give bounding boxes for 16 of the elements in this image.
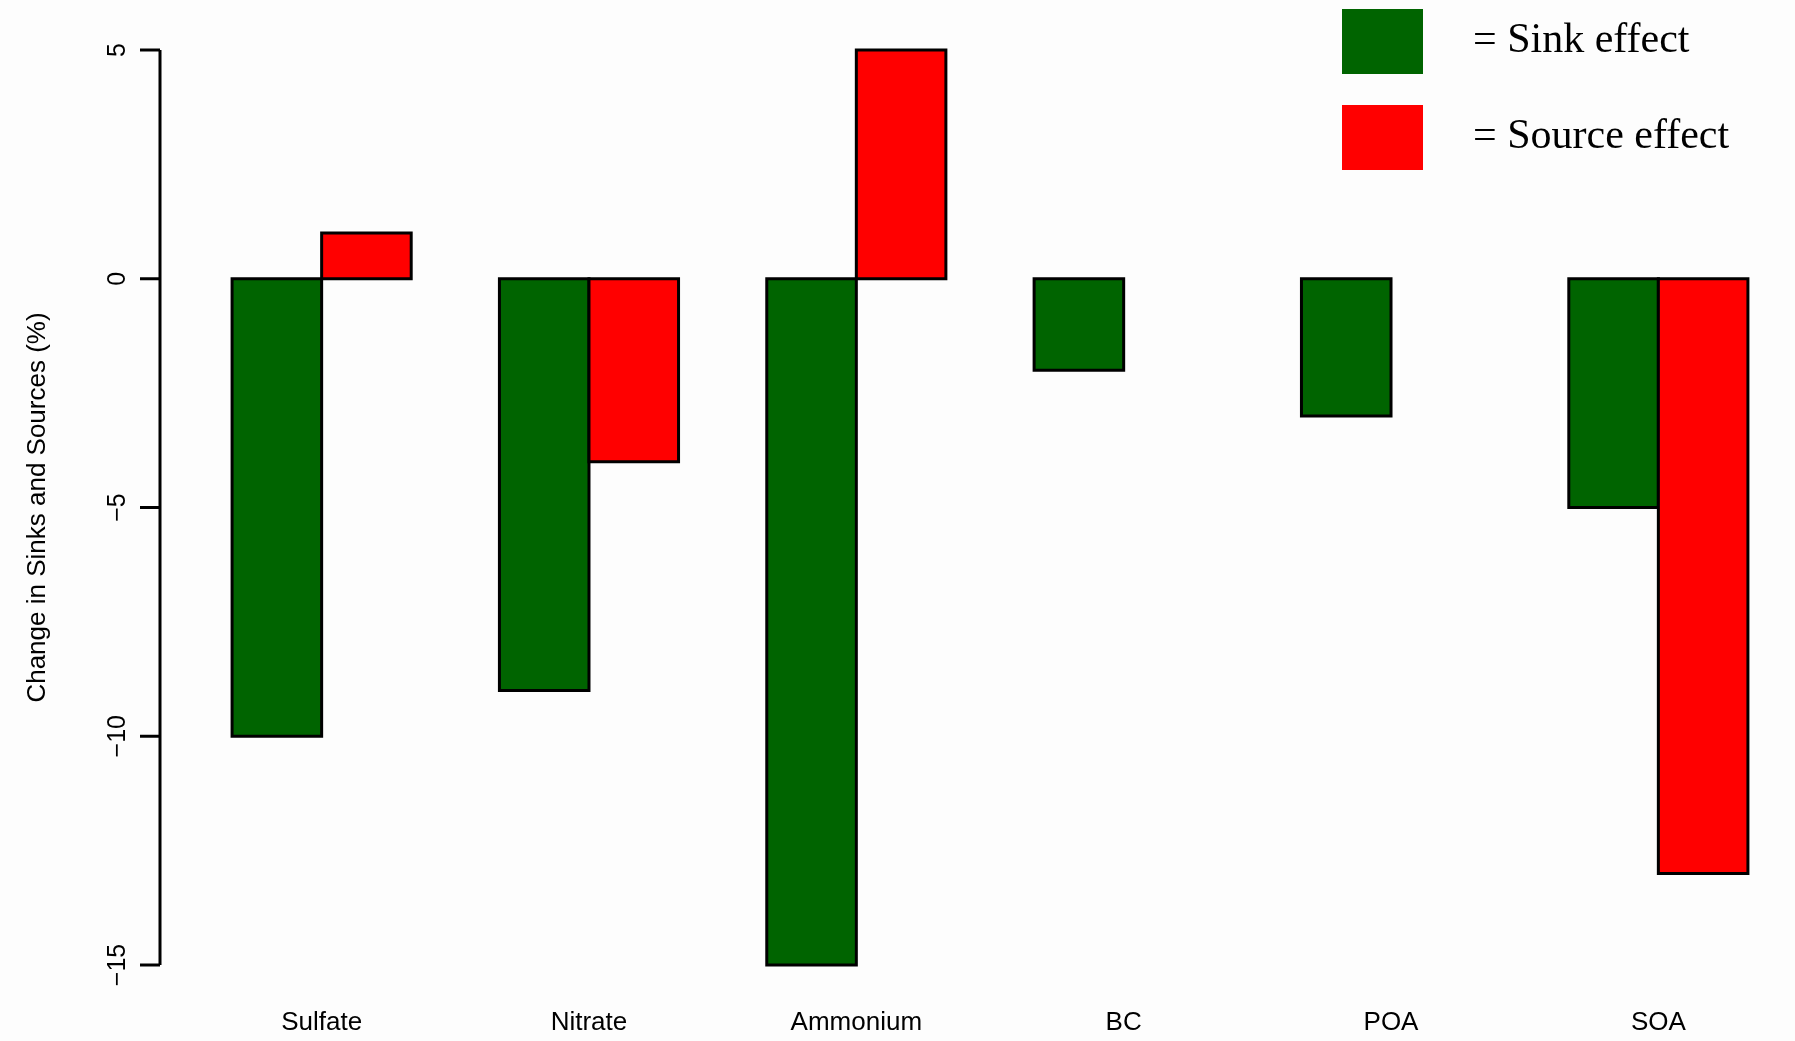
x-tick-label: Nitrate <box>550 1006 628 1036</box>
x-tick-label: Sulfate <box>281 1006 363 1036</box>
legend-label: = Source effect <box>1473 110 1730 157</box>
bar <box>1032 277 1126 372</box>
x-tick-label: SOA <box>1630 1006 1687 1036</box>
y-tick-label: −10 <box>101 715 130 758</box>
x-tick-label: Ammonium <box>790 1006 923 1036</box>
y-tick-label: 5 <box>101 43 130 57</box>
y-tick-label: −15 <box>101 943 130 987</box>
x-tick-label: POA <box>1363 1006 1420 1036</box>
legend-label: = Sink effect <box>1473 14 1690 61</box>
x-tick-label: BC <box>1105 1006 1142 1036</box>
bar <box>1299 277 1393 418</box>
y-tick-label: −5 <box>101 493 130 522</box>
y-tick-label: 0 <box>101 271 130 286</box>
y-axis-title: Change in Sinks and Sources (%) <box>20 312 51 703</box>
